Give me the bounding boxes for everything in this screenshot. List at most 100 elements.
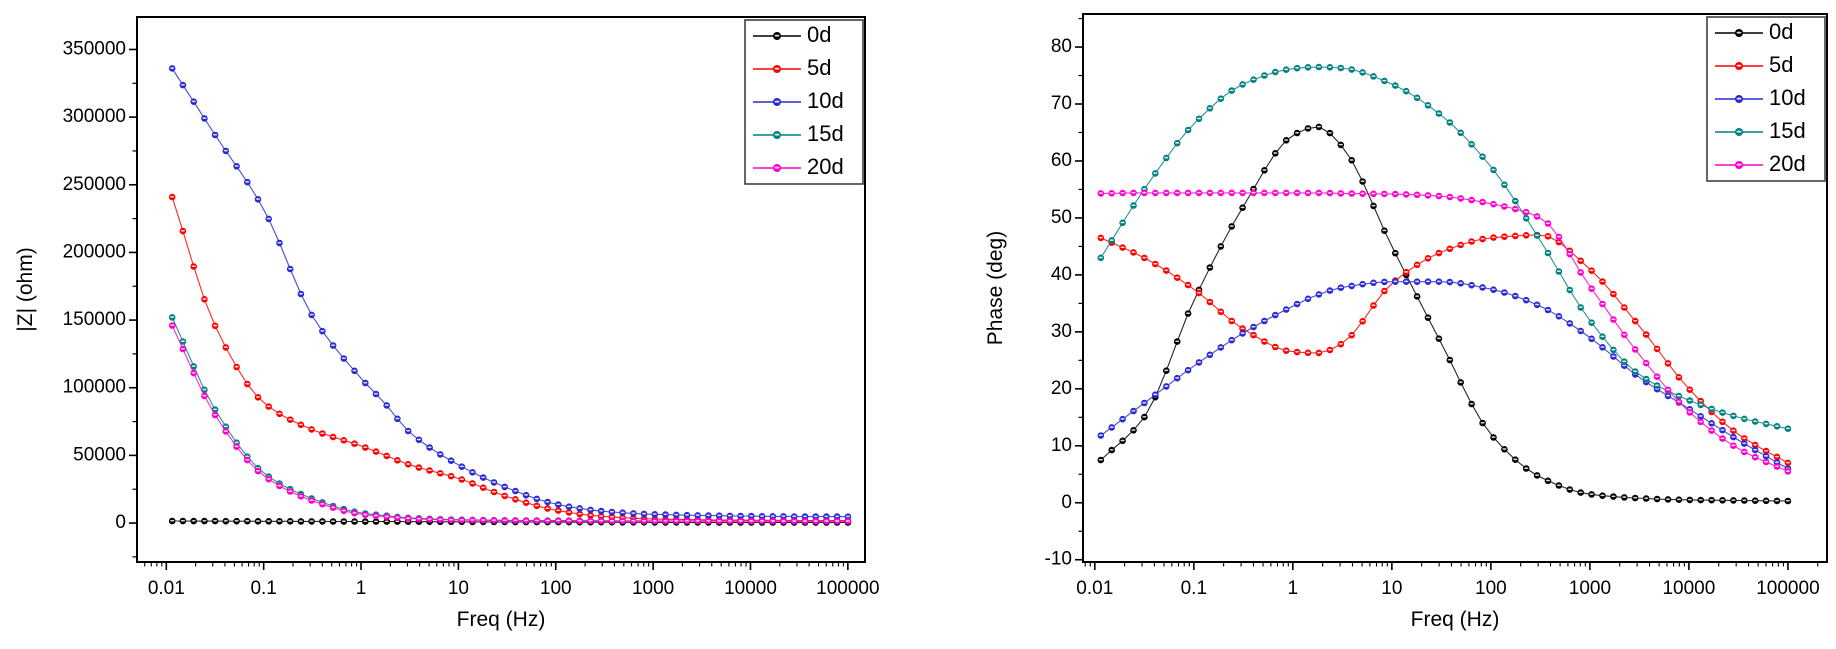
- marker-highlight: [266, 478, 271, 480]
- marker-highlight: [1611, 355, 1616, 358]
- marker-highlight: [1436, 280, 1441, 283]
- marker-highlight: [1709, 407, 1714, 410]
- series-line: [1100, 234, 1789, 464]
- marker-highlight: [481, 486, 486, 489]
- marker-highlight: [449, 518, 454, 521]
- marker-highlight: [652, 519, 657, 522]
- series-15d: [168, 314, 852, 525]
- marker-highlight: [1764, 449, 1769, 452]
- marker-highlight: [1207, 107, 1212, 109]
- marker-highlight: [1349, 159, 1354, 161]
- marker-highlight: [1196, 361, 1202, 363]
- marker-highlight: [1535, 474, 1540, 476]
- marker-highlight: [1371, 304, 1376, 307]
- marker-highlight: [1305, 297, 1311, 300]
- legend-marker-highlight: [774, 133, 780, 136]
- marker-highlight: [331, 506, 336, 509]
- marker-highlight: [1262, 340, 1267, 343]
- legend-label: 5d: [1769, 52, 1793, 77]
- marker-highlight: [545, 507, 550, 510]
- marker-highlight: [1218, 245, 1223, 247]
- marker-highlight: [277, 241, 282, 244]
- marker-highlight: [1098, 192, 1103, 194]
- marker-highlight: [1513, 234, 1518, 237]
- marker-highlight: [449, 475, 454, 477]
- marker-highlight: [1207, 191, 1212, 194]
- legend-item-10d: 10d: [753, 88, 844, 113]
- marker-highlight: [180, 519, 185, 522]
- marker-highlight: [545, 500, 550, 503]
- marker-highlight: [470, 471, 475, 473]
- marker-highlight: [1491, 288, 1496, 291]
- marker-highlight: [1229, 339, 1234, 341]
- marker-highlight: [1164, 156, 1169, 159]
- marker-highlight: [202, 298, 207, 300]
- marker-highlight: [1502, 205, 1507, 207]
- x-tick-label: 1000: [632, 578, 674, 599]
- marker-highlight: [1687, 411, 1692, 413]
- marker-highlight: [1458, 197, 1463, 199]
- marker-highlight: [395, 516, 400, 519]
- series-line: [172, 520, 848, 524]
- marker-highlight: [684, 519, 690, 522]
- marker-highlight: [534, 519, 539, 522]
- marker-highlight: [1742, 499, 1747, 502]
- marker-highlight: [1578, 329, 1583, 332]
- legend: 0d 5d 10d 15d 20d: [1706, 16, 1826, 182]
- marker-highlight: [481, 476, 486, 479]
- marker-highlight: [352, 442, 357, 445]
- marker-highlight: [1295, 67, 1300, 69]
- marker-highlight: [298, 520, 303, 522]
- marker-highlight: [1109, 239, 1114, 241]
- marker-highlight: [566, 511, 572, 513]
- marker-highlight: [1447, 195, 1452, 198]
- marker-highlight: [1186, 283, 1191, 286]
- marker-highlight: [213, 413, 218, 416]
- marker-highlight: [1622, 364, 1627, 367]
- marker-highlight: [502, 519, 507, 522]
- marker-highlight: [373, 450, 379, 453]
- marker-highlight: [1687, 399, 1692, 402]
- marker-highlight: [1273, 191, 1278, 194]
- marker-highlight: [191, 365, 196, 367]
- marker-highlight: [1207, 266, 1212, 269]
- marker-highlight: [609, 519, 615, 522]
- marker-highlight: [1480, 421, 1485, 424]
- marker-highlight: [1153, 172, 1158, 174]
- marker-highlight: [384, 520, 389, 523]
- legend-marker-highlight: [774, 67, 780, 70]
- marker-highlight: [363, 446, 368, 449]
- marker-highlight: [1524, 467, 1529, 470]
- marker-highlight: [1218, 310, 1223, 313]
- marker-highlight: [1382, 289, 1387, 292]
- marker-highlight: [1207, 353, 1212, 356]
- marker-highlight: [1098, 256, 1103, 259]
- marker-highlight: [738, 514, 743, 517]
- marker-highlight: [245, 520, 250, 522]
- marker-highlight: [202, 388, 207, 391]
- phase-angle-chart: -10 0 10 20 30 40 50 60 70 80 Phase (deg) 0.01 0.1 1 1…: [984, 13, 1828, 631]
- marker-highlight: [1371, 204, 1376, 207]
- marker-highlight: [170, 324, 175, 327]
- marker-highlight: [1556, 315, 1561, 317]
- marker-highlight: [695, 514, 700, 516]
- marker-highlight: [599, 515, 604, 517]
- x-axis-title: Freq (Hz): [1411, 608, 1500, 631]
- marker-highlight: [1731, 414, 1736, 417]
- marker-highlight: [1753, 443, 1758, 446]
- marker-highlight: [1785, 461, 1790, 464]
- marker-highlight: [1709, 499, 1714, 501]
- marker-highlight: [1142, 415, 1147, 418]
- marker-highlight: [1382, 280, 1387, 283]
- marker-highlight: [1731, 429, 1736, 432]
- x-tick-label: 100000: [816, 578, 879, 599]
- marker-highlight: [1425, 280, 1431, 283]
- marker-highlight: [1240, 327, 1245, 330]
- marker-highlight: [266, 405, 271, 408]
- marker-highlight: [1633, 348, 1638, 350]
- marker-highlight: [1415, 295, 1420, 297]
- x-tick-label: 0.1: [1181, 578, 1207, 599]
- marker-highlight: [1164, 369, 1169, 372]
- marker-highlight: [373, 392, 379, 395]
- marker-highlight: [1469, 402, 1474, 405]
